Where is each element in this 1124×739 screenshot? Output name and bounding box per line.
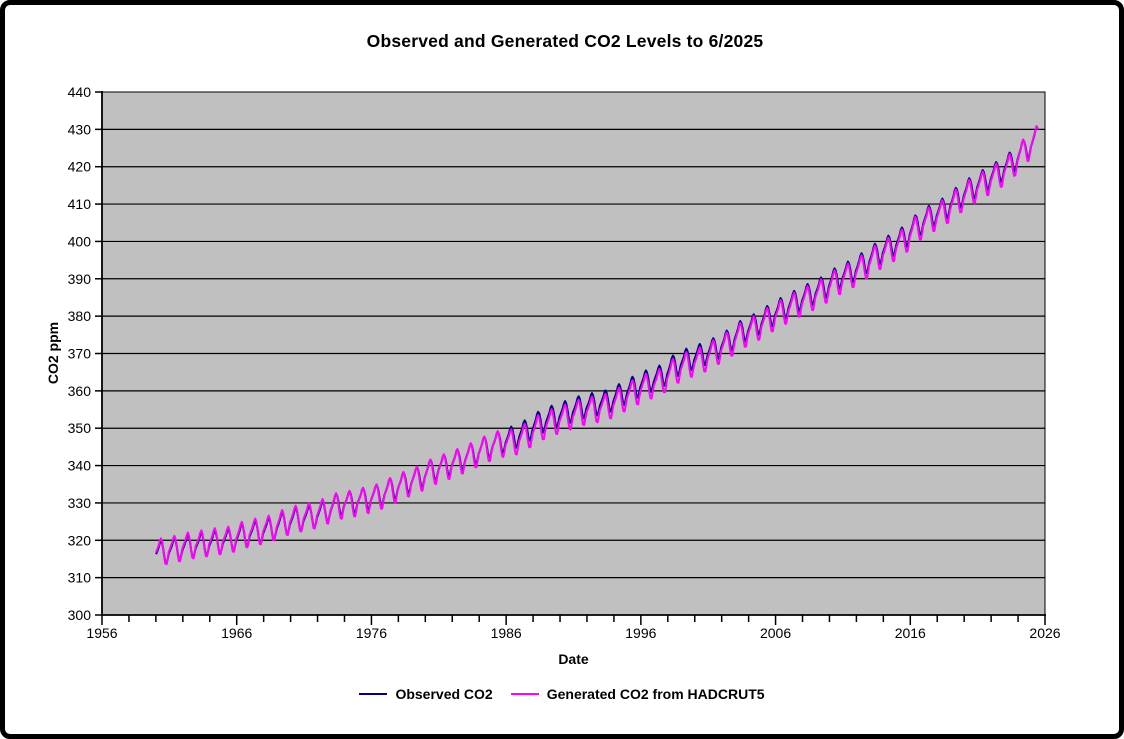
series-line-generated [155, 125, 1039, 566]
y-tick-label: 310 [68, 570, 92, 586]
y-tick-label: 410 [68, 196, 92, 212]
y-tick-label: 320 [68, 532, 92, 548]
legend-item-generated: Generated CO2 from HADCRUT5 [510, 686, 765, 702]
legend: Observed CO2 Generated CO2 from HADCRUT5 [5, 686, 1119, 702]
y-tick-label: 420 [68, 159, 92, 175]
y-tick-label: 350 [68, 420, 92, 436]
y-tick-label: 340 [68, 458, 92, 474]
x-tick-label: 1956 [86, 625, 117, 641]
x-tick-label: 2016 [895, 625, 926, 641]
y-tick-label: 330 [68, 495, 92, 511]
y-tick-label: 390 [68, 271, 92, 287]
y-tick-label: 360 [68, 383, 92, 399]
plot-area: 300 310 320 330 340 350 360 370 380 390 400 410 420 4… [68, 84, 1061, 641]
y-tick-label: 300 [68, 607, 92, 623]
x-tick-label: 1986 [491, 625, 522, 641]
x-tick-label: 2006 [760, 625, 791, 641]
y-tick-label: 380 [68, 308, 92, 324]
legend-item-observed: Observed CO2 [359, 686, 493, 702]
x-tick-label: 1976 [356, 625, 387, 641]
y-tick-label: 370 [68, 346, 92, 362]
y-tick-label: 440 [68, 84, 92, 100]
x-tick-label: 2026 [1029, 625, 1060, 641]
x-axis-title: Date [558, 651, 589, 667]
y-tick-label: 430 [68, 121, 92, 137]
legend-line-swatch-observed [359, 693, 388, 695]
x-tick-label: 1966 [221, 625, 252, 641]
chart-title: Observed and Generated CO2 Levels to 6/2… [366, 31, 764, 51]
legend-line-swatch-generated [510, 693, 539, 695]
y-tick-label: 400 [68, 233, 92, 249]
legend-label-observed: Observed CO2 [395, 686, 493, 702]
legend-label-generated: Generated CO2 from HADCRUT5 [546, 686, 765, 702]
x-tick-label: 1996 [625, 625, 656, 641]
y-axis-title: CO2 ppm [45, 321, 61, 385]
